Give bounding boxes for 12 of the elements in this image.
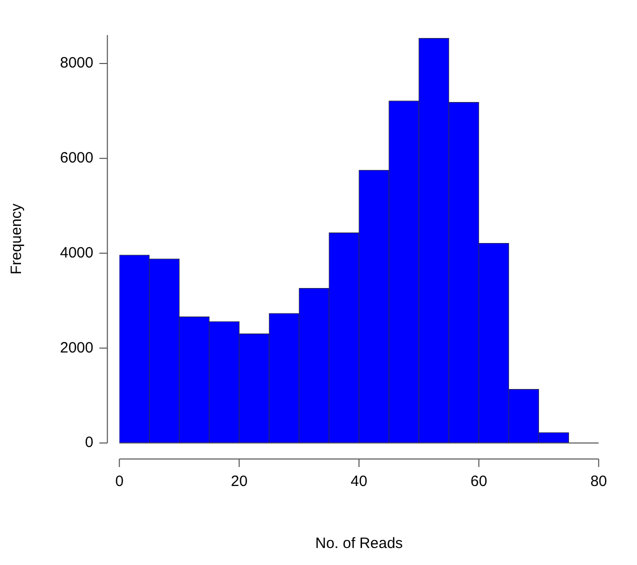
y-tick-label: 8000 xyxy=(60,54,94,72)
x-tick-label: 40 xyxy=(350,473,368,490)
y-tick-label: 0 xyxy=(85,434,94,452)
x-tick-label: 20 xyxy=(230,473,248,490)
x-axis-title: No. of Reads xyxy=(315,535,403,552)
x-tick-label: 0 xyxy=(115,473,124,490)
x-tick-label: 60 xyxy=(470,473,488,490)
y-tick-label: 6000 xyxy=(60,149,94,166)
x-tick-label: 80 xyxy=(590,473,607,490)
y-tick-label: 2000 xyxy=(60,339,94,356)
y-axis-title: Frequency xyxy=(8,203,26,274)
y-tick-label: 4000 xyxy=(60,244,94,262)
